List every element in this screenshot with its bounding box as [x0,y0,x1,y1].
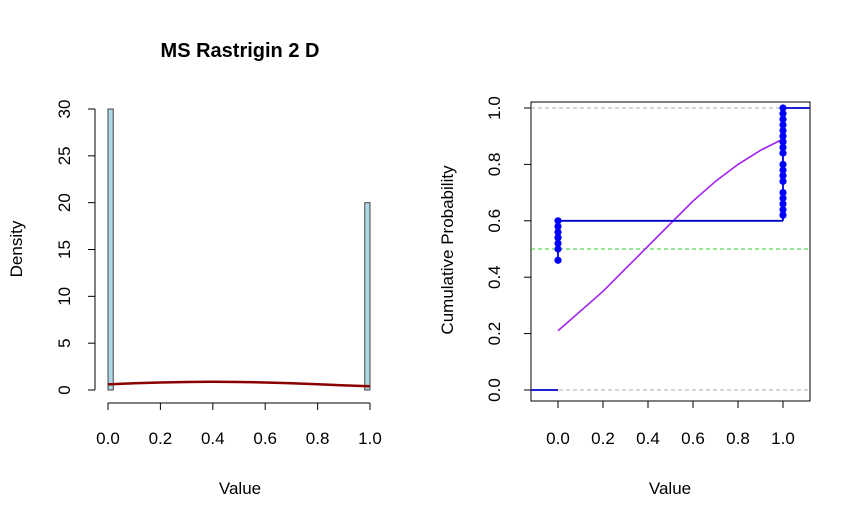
ecdf-x-tick-label: 0.0 [546,429,570,448]
ecdf-point [554,234,562,242]
ecdf-point [779,194,787,202]
histogram-bars [107,108,371,391]
histogram-y-tick-label: 20 [55,193,74,212]
histogram-x-tick-label: 0.6 [253,429,277,448]
ecdf-point [779,132,787,140]
ecdf-point [779,143,787,152]
ecdf-points [554,104,787,264]
ecdf-point [779,172,787,180]
ecdf-y-tick-label: 0.8 [485,153,504,177]
ecdf-point [554,245,562,253]
ecdf-y-axis: 0.0 0.2 0.4 0.6 0.8 1.0 [485,96,531,402]
histogram-x-tick-label: 0.8 [306,429,330,448]
ecdf-point [779,160,787,168]
ecdf-y-tick-label: 0.4 [485,265,504,289]
ecdf-x-tick-label: 0.8 [726,429,750,448]
histogram-x-tick-label: 0.4 [201,429,225,448]
ecdf-y-tick-label: 0.0 [485,378,504,402]
ecdf-point [779,138,787,146]
histogram-bar-1 [364,202,371,391]
ecdf-x-tick-label: 0.4 [636,429,660,448]
ecdf-x-tick-label: 0.2 [591,429,615,448]
ecdf-x-tick-label: 0.6 [681,429,705,448]
ecdf-point [779,177,787,185]
histogram-bar-0 [107,108,114,391]
ecdf-point [554,239,562,247]
ecdf-point [554,256,562,264]
ecdf-point [779,166,787,174]
ecdf-point [779,110,787,118]
ecdf-y-tick-label: 0.6 [485,209,504,233]
chart-title: MS Rastrigin 2 D [161,40,320,62]
ecdf-point [779,149,787,157]
ecdf-y-tick-label: 0.2 [485,322,504,346]
ecdf-point [779,211,787,219]
histogram-x-tick-label: 1.0 [358,429,382,448]
ecdf-point [779,104,787,112]
ecdf-reference-lines [531,107,810,391]
histogram-x-tick-label: 0.0 [96,429,120,448]
histogram-x-tick-label: 0.2 [149,429,173,448]
ecdf-steps [531,107,810,391]
histogram-x-axis-label: Value [219,479,261,498]
ecdf-point [779,115,787,123]
histogram-y-tick-label: 5 [55,338,74,347]
histogram-y-tick-label: 15 [55,240,74,259]
ecdf-x-axis-label: Value [649,479,691,498]
histogram-y-tick-label: 10 [55,287,74,306]
ecdf-point [779,189,787,197]
histogram-panel: MS Rastrigin 2 D 0.0 0.2 0.4 0.6 0.8 1.0 0 5 10… [7,40,382,498]
normal-cdf-curve [557,138,784,332]
ecdf-panel: 0.0 0.2 0.4 0.6 0.8 1.0 0.0 0.2 0.4 0.6 0.8 1.0 Va… [438,96,811,498]
histogram-y-axis: 0 5 10 15 20 25 30 [55,100,96,395]
ecdf-point [779,121,787,129]
ecdf-x-tick-label: 1.0 [771,429,795,448]
histogram-y-tick-label: 25 [55,146,74,165]
ecdf-point [554,217,562,225]
ecdf-point [779,200,787,208]
histogram-x-axis: 0.0 0.2 0.4 0.6 0.8 1.0 [96,402,382,448]
ecdf-point [779,205,787,214]
histogram-y-axis-label: Density [7,220,26,277]
ecdf-point [779,126,787,135]
histogram-y-tick-label: 0 [55,385,74,394]
density-curve [107,380,371,388]
ecdf-x-axis: 0.0 0.2 0.4 0.6 0.8 1.0 [546,400,795,448]
ecdf-point [554,228,562,236]
ecdf-y-axis-label: Cumulative Probability [438,165,457,335]
ecdf-point [554,222,562,231]
histogram-y-tick-label: 30 [55,100,74,119]
ecdf-y-tick-label: 1.0 [485,96,504,120]
